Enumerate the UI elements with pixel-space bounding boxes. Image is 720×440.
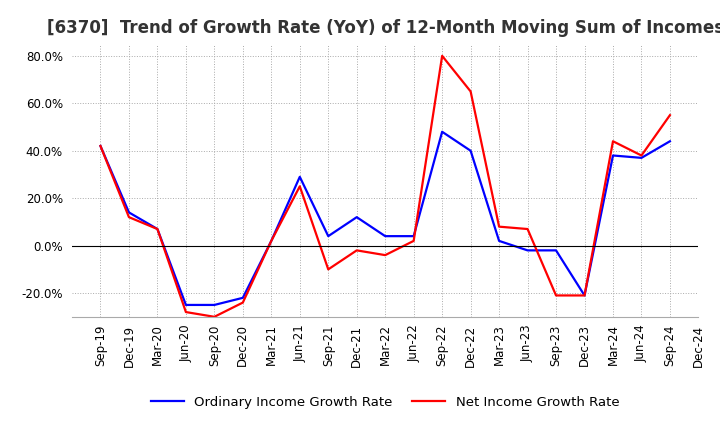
Net Income Growth Rate — [125, 215, 133, 220]
Ordinary Income Growth Rate — [580, 293, 589, 298]
Net Income Growth Rate — [608, 139, 617, 144]
Legend: Ordinary Income Growth Rate, Net Income Growth Rate: Ordinary Income Growth Rate, Net Income … — [145, 390, 625, 414]
Net Income Growth Rate — [665, 113, 674, 118]
Line: Ordinary Income Growth Rate: Ordinary Income Growth Rate — [101, 132, 670, 305]
Ordinary Income Growth Rate — [381, 234, 390, 239]
Net Income Growth Rate — [352, 248, 361, 253]
Ordinary Income Growth Rate — [552, 248, 560, 253]
Net Income Growth Rate — [552, 293, 560, 298]
Net Income Growth Rate — [438, 53, 446, 59]
Net Income Growth Rate — [637, 153, 646, 158]
Net Income Growth Rate — [267, 238, 276, 243]
Net Income Growth Rate — [153, 227, 162, 232]
Ordinary Income Growth Rate — [324, 234, 333, 239]
Net Income Growth Rate — [467, 89, 475, 94]
Net Income Growth Rate — [580, 293, 589, 298]
Net Income Growth Rate — [238, 300, 247, 305]
Net Income Growth Rate — [324, 267, 333, 272]
Ordinary Income Growth Rate — [267, 238, 276, 243]
Ordinary Income Growth Rate — [96, 143, 105, 149]
Ordinary Income Growth Rate — [438, 129, 446, 134]
Ordinary Income Growth Rate — [210, 302, 219, 308]
Ordinary Income Growth Rate — [125, 210, 133, 215]
Ordinary Income Growth Rate — [637, 155, 646, 161]
Net Income Growth Rate — [181, 309, 190, 315]
Net Income Growth Rate — [381, 253, 390, 258]
Ordinary Income Growth Rate — [153, 227, 162, 232]
Ordinary Income Growth Rate — [665, 139, 674, 144]
Net Income Growth Rate — [295, 183, 304, 189]
Ordinary Income Growth Rate — [523, 248, 532, 253]
Ordinary Income Growth Rate — [295, 174, 304, 180]
Ordinary Income Growth Rate — [352, 215, 361, 220]
Net Income Growth Rate — [523, 227, 532, 232]
Ordinary Income Growth Rate — [467, 148, 475, 154]
Net Income Growth Rate — [210, 314, 219, 319]
Ordinary Income Growth Rate — [608, 153, 617, 158]
Ordinary Income Growth Rate — [181, 302, 190, 308]
Net Income Growth Rate — [495, 224, 503, 229]
Ordinary Income Growth Rate — [410, 234, 418, 239]
Ordinary Income Growth Rate — [495, 238, 503, 243]
Net Income Growth Rate — [410, 238, 418, 243]
Ordinary Income Growth Rate — [238, 295, 247, 301]
Net Income Growth Rate — [96, 143, 105, 149]
Line: Net Income Growth Rate: Net Income Growth Rate — [101, 56, 670, 317]
Title: [6370]  Trend of Growth Rate (YoY) of 12-Month Moving Sum of Incomes: [6370] Trend of Growth Rate (YoY) of 12-… — [47, 19, 720, 37]
